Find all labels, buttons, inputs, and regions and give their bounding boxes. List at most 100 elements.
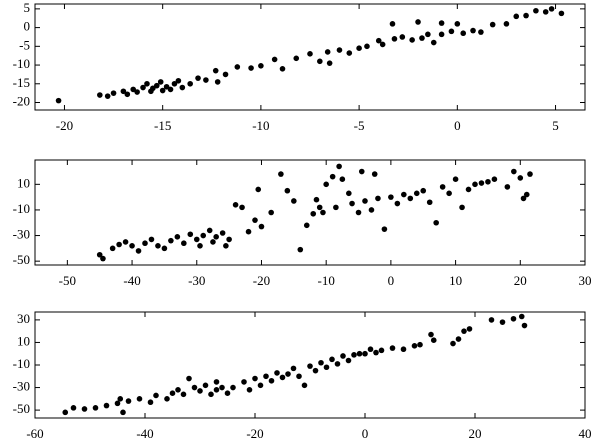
point: [419, 35, 425, 41]
y-tick-label: -30: [13, 379, 30, 394]
point: [336, 47, 343, 53]
point: [333, 204, 339, 211]
y-tick-label: 5: [24, 0, 31, 15]
x-tick-label: -20: [246, 426, 263, 441]
point: [362, 350, 368, 357]
point: [257, 382, 264, 389]
point: [394, 200, 401, 207]
point: [389, 21, 396, 27]
point: [135, 248, 142, 254]
point: [279, 65, 286, 72]
point: [430, 337, 437, 343]
point: [485, 178, 491, 185]
point: [426, 199, 433, 206]
point: [400, 346, 407, 353]
point: [389, 345, 396, 351]
point: [488, 317, 495, 323]
point: [461, 328, 467, 334]
point: [208, 391, 214, 398]
point: [527, 171, 533, 177]
y-tick-label: 30: [17, 311, 30, 326]
point: [100, 255, 106, 262]
y-tick-label: -10: [13, 56, 30, 71]
x-tick-label: 0: [362, 426, 369, 441]
point: [438, 20, 445, 26]
point: [212, 67, 219, 74]
point: [362, 198, 368, 204]
point: [122, 239, 129, 245]
point: [226, 236, 232, 243]
point: [407, 195, 414, 202]
point: [109, 245, 116, 252]
point: [279, 374, 286, 381]
point: [219, 384, 225, 391]
y-tick-label: -20: [13, 93, 30, 108]
point: [248, 65, 254, 71]
point: [420, 187, 427, 194]
point: [55, 97, 62, 104]
point: [271, 56, 278, 63]
point: [503, 21, 510, 27]
point: [548, 6, 555, 12]
point: [291, 198, 297, 204]
point: [375, 37, 382, 44]
x-tick-label: 40: [579, 426, 592, 441]
point: [153, 82, 160, 89]
point: [117, 396, 124, 402]
point: [317, 58, 323, 65]
y-tick-label: 10: [17, 175, 30, 190]
point: [399, 34, 406, 40]
point: [318, 359, 324, 366]
point: [334, 361, 341, 367]
point: [274, 370, 280, 376]
point: [92, 405, 99, 411]
point: [114, 400, 121, 407]
point: [428, 331, 434, 338]
point: [147, 399, 154, 406]
point: [234, 64, 241, 70]
plot-frame: [34, 159, 586, 266]
point: [478, 29, 484, 35]
y-tick-label: -30: [13, 227, 30, 242]
point: [136, 396, 143, 402]
point: [197, 242, 203, 249]
point: [517, 175, 524, 181]
point: [329, 173, 336, 180]
point: [175, 77, 182, 84]
point: [379, 41, 386, 48]
point: [513, 13, 520, 20]
point: [104, 93, 111, 99]
point: [245, 228, 252, 235]
point: [187, 80, 193, 87]
point: [187, 231, 194, 238]
point: [472, 181, 478, 188]
point: [268, 209, 274, 216]
point: [478, 180, 485, 186]
point: [159, 87, 166, 94]
point: [438, 31, 445, 38]
point: [210, 239, 216, 245]
point: [303, 222, 310, 229]
x-tick-label: -5: [354, 118, 365, 133]
point: [364, 43, 370, 50]
y-tick-label: -5: [19, 37, 30, 52]
point: [116, 241, 122, 248]
point: [307, 363, 313, 369]
point: [518, 313, 525, 320]
point: [125, 398, 132, 404]
point: [413, 190, 420, 197]
x-tick-label: -20: [56, 118, 73, 133]
point: [206, 227, 213, 234]
point: [358, 168, 365, 175]
point: [542, 9, 549, 15]
point: [450, 340, 456, 347]
y-tick-label: -50: [13, 252, 30, 267]
point: [186, 375, 192, 382]
point: [252, 217, 258, 223]
point: [411, 343, 418, 349]
point: [346, 50, 353, 56]
point: [202, 382, 209, 389]
point: [297, 246, 304, 253]
point: [345, 357, 352, 364]
point: [241, 379, 247, 385]
